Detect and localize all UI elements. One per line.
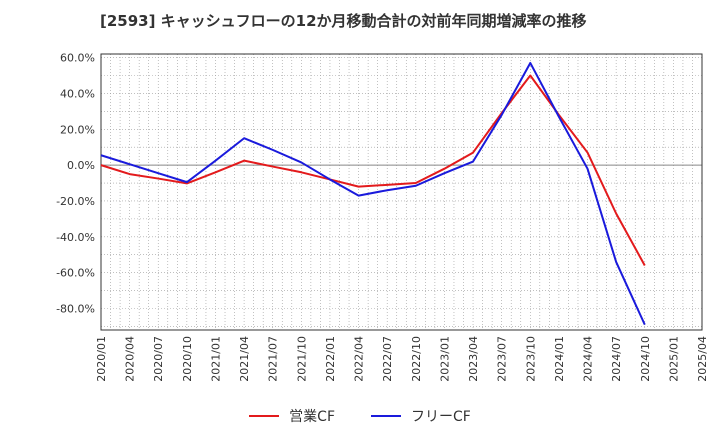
x-tick-label: 2022/04 bbox=[353, 336, 366, 382]
plot-area bbox=[101, 54, 702, 330]
y-tick-label: -20.0% bbox=[56, 195, 95, 208]
series-line-free-cf bbox=[100, 61, 646, 326]
y-tick-label: -80.0% bbox=[56, 302, 95, 315]
y-tick-label: -60.0% bbox=[56, 267, 95, 280]
x-tick-label: 2021/04 bbox=[238, 336, 251, 382]
chart-title: [2593] キャッシュフローの12か月移動合計の対前年同期増減率の推移 bbox=[100, 12, 587, 30]
x-tick-label: 2020/01 bbox=[95, 336, 108, 382]
x-tick-label: 2024/01 bbox=[553, 336, 566, 382]
x-tick-label: 2025/01 bbox=[667, 336, 680, 382]
x-tick-label: 2024/04 bbox=[582, 336, 595, 382]
x-tick-label: 2021/07 bbox=[267, 336, 280, 382]
x-tick-label: 2023/10 bbox=[524, 336, 537, 382]
legend-item-operating-cf: 営業CF bbox=[249, 406, 335, 426]
y-tick-label: 20.0% bbox=[60, 123, 95, 136]
legend: 営業CF フリーCF bbox=[0, 404, 720, 428]
x-tick-label: 2021/01 bbox=[209, 336, 222, 382]
x-tick-label: 2025/04 bbox=[696, 336, 709, 382]
x-tick-label: 2020/07 bbox=[152, 336, 165, 382]
legend-item-free-cf: フリーCF bbox=[371, 406, 471, 426]
legend-label-operating-cf: 営業CF bbox=[289, 409, 335, 425]
y-tick-label: 40.0% bbox=[60, 87, 95, 100]
y-tick-label: 0.0% bbox=[67, 159, 95, 172]
y-tick-label: -40.0% bbox=[56, 231, 95, 244]
legend-swatch-free-cf bbox=[371, 415, 401, 417]
x-tick-label: 2024/07 bbox=[610, 336, 623, 382]
plot-border bbox=[100, 53, 703, 331]
x-tick-label: 2022/10 bbox=[410, 336, 423, 382]
x-tick-label: 2020/04 bbox=[124, 336, 137, 382]
x-tick-label: 2020/10 bbox=[181, 336, 194, 382]
legend-swatch-operating-cf bbox=[249, 415, 280, 417]
x-tick-label: 2022/07 bbox=[381, 336, 394, 382]
x-tick-label: 2023/07 bbox=[496, 336, 509, 382]
x-tick-label: 2022/01 bbox=[324, 336, 337, 382]
x-tick-label: 2024/10 bbox=[639, 336, 652, 382]
y-tick-label: 60.0% bbox=[60, 52, 95, 65]
legend-label-free-cf: フリーCF bbox=[411, 409, 471, 425]
x-tick-label: 2023/01 bbox=[438, 336, 451, 382]
x-tick-label: 2023/04 bbox=[467, 336, 480, 382]
x-tick-label: 2021/10 bbox=[295, 336, 308, 382]
